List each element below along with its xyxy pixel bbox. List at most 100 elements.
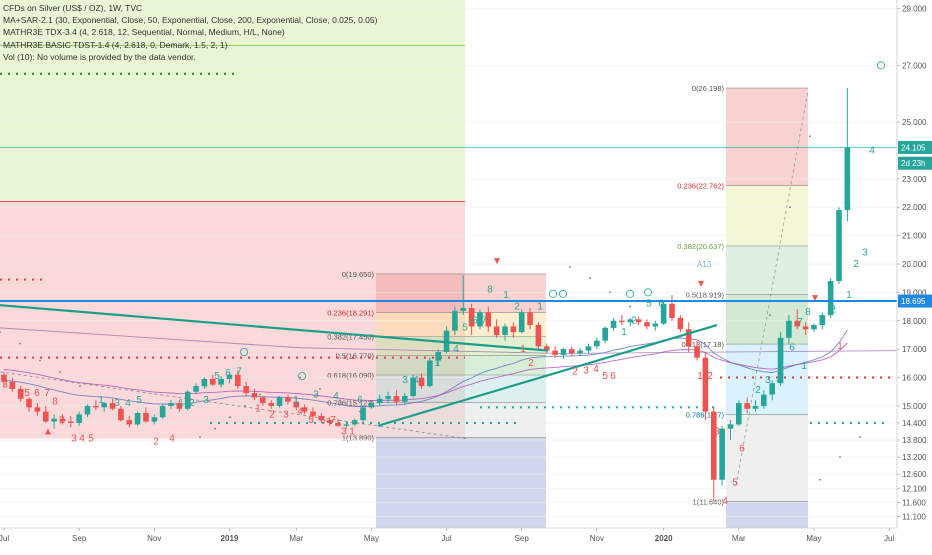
- candle-body: [777, 337, 784, 384]
- candle-body: [143, 413, 149, 422]
- time-tick-label: Mar: [289, 534, 303, 543]
- candle-body: [226, 374, 233, 379]
- candle-body: [368, 403, 375, 408]
- price-tick-label: 11.100: [902, 513, 926, 522]
- sequential-count-label: 6: [357, 395, 363, 406]
- candle-body: [193, 386, 199, 392]
- fib-right-band-1: [726, 185, 808, 246]
- candle-body: [694, 346, 700, 358]
- candle-body: [101, 403, 107, 408]
- sequential-count-label: 2: [631, 316, 637, 327]
- time-tick-label: May: [806, 534, 821, 543]
- sequential-count-label: 5: [646, 299, 652, 310]
- buy-setup-arrow: [45, 428, 51, 435]
- candle-body: [569, 349, 575, 354]
- candle-body: [652, 323, 659, 327]
- sequential-count-label: 1: [255, 404, 261, 415]
- candle-body: [560, 349, 567, 355]
- candle-body: [151, 417, 158, 422]
- candle-body: [159, 405, 166, 418]
- candle-body: [26, 398, 32, 408]
- fib-left-level-label: 0(19.650): [342, 270, 375, 279]
- sar-dot: [229, 416, 231, 419]
- legend-tdx-line: MATHR3E TDX-3.4 (4, 2.618, 12, Sequentia…: [3, 27, 285, 38]
- count-circle: [559, 289, 568, 298]
- sequential-count-label: 7: [330, 415, 336, 426]
- sar-dot: [339, 399, 341, 402]
- fib-right-level-label: 0.382(20.637): [677, 242, 724, 251]
- sequential-count-label: 1: [503, 290, 509, 301]
- sell-setup-arrow: [812, 295, 818, 302]
- time-tick-label: Jul: [884, 534, 894, 543]
- price-tick-label: 17.000: [902, 345, 927, 354]
- sequential-count-label: 6: [658, 299, 664, 310]
- sar-dot: [0, 331, 1, 334]
- time-tick-label: Nov: [147, 534, 161, 543]
- sequential-count-label: 2: [528, 358, 534, 369]
- candle-body: [543, 346, 550, 351]
- sequential-count-label: 5: [24, 388, 30, 399]
- fib-left-band-5: [376, 402, 546, 438]
- sar-dot: [259, 393, 261, 396]
- candle-body: [51, 418, 57, 422]
- candle-body: [518, 312, 525, 333]
- candle-body: [201, 378, 208, 387]
- chart-legend: CFDs on Silver (US$ / OZ), 1W, TVC MA+SA…: [3, 2, 377, 63]
- sar-dot: [809, 135, 811, 138]
- count-circle: [877, 61, 886, 70]
- sequential-count-label: 6: [34, 388, 40, 399]
- sequential-count-label: 4: [333, 391, 339, 402]
- price-tick-label: 19.000: [902, 288, 927, 297]
- sar-dot: [319, 388, 321, 390]
- candle-body: [644, 322, 650, 327]
- annotation-a13: A13: [697, 260, 712, 269]
- legend-volume-line: Vol (10): No volume is provided by the d…: [3, 51, 196, 62]
- candle-body: [118, 408, 124, 421]
- candle-body: [510, 326, 517, 333]
- sequential-count-label: 1: [178, 398, 184, 409]
- sequential-count-label: 1: [697, 371, 703, 382]
- sar-dot: [589, 277, 591, 280]
- sequential-count-label: 4: [202, 379, 208, 390]
- dotted-levels: [0, 72, 890, 424]
- sequential-count-label: 1: [98, 395, 104, 406]
- candle-body: [702, 357, 709, 412]
- price-tag-label: 2d 23h: [901, 159, 925, 168]
- candle-body: [351, 420, 358, 425]
- sar-dot: [39, 359, 41, 362]
- candle-body: [218, 378, 224, 385]
- candle-body: [619, 320, 625, 323]
- price-tag-box: [898, 156, 932, 170]
- candle-body: [493, 326, 500, 335]
- candle-body: [460, 308, 467, 311]
- sequential-count-label: 2: [189, 398, 195, 409]
- price-tick-label: 21.000: [902, 232, 927, 241]
- sequential-count-label: 8: [487, 284, 493, 295]
- sar-dot: [244, 405, 246, 407]
- fib-right-group: 0(26.198) 0.236(22.762) 0.382(20.637) 0.5(1…: [677, 84, 808, 528]
- price-tick-label: 16.000: [902, 374, 927, 383]
- sequential-count-label: 4: [79, 433, 85, 444]
- count-circle: [297, 372, 306, 381]
- fib-right-level-label: 0.236(22.762): [677, 182, 724, 191]
- sequential-count-label: 3: [114, 398, 120, 409]
- fib-left-level-label: 0.786(15.123): [327, 398, 374, 407]
- sequential-count-label: 2: [830, 304, 836, 315]
- sar-dot: [819, 478, 821, 481]
- ema-200-line: [0, 327, 898, 354]
- time-axis-bg: [0, 528, 932, 550]
- candle-body: [310, 411, 316, 416]
- candle-body: [811, 325, 817, 330]
- candle-body: [736, 403, 742, 425]
- candle-body: [243, 386, 249, 394]
- candle-body: [235, 374, 241, 387]
- sequential-count-label: 5: [732, 477, 738, 488]
- sequential-count-label: 3: [444, 344, 450, 355]
- fib-right-band-3: [726, 294, 808, 345]
- trendline-ascending: [377, 323, 718, 427]
- time-tick-label: Jul: [0, 534, 9, 543]
- candle-body: [552, 350, 558, 355]
- sequential-count-label: 4: [413, 375, 419, 386]
